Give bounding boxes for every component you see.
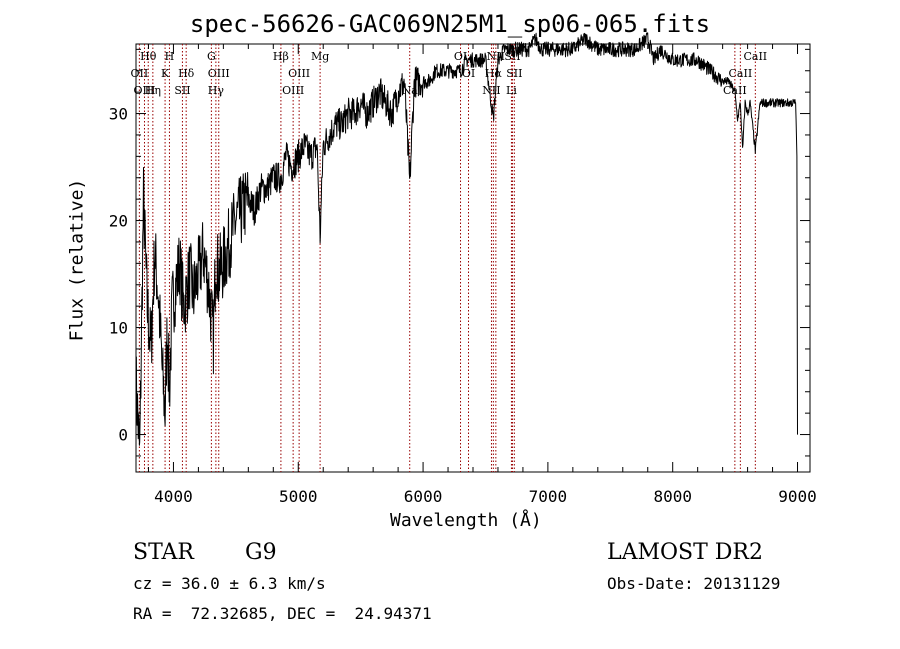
x-tick-label: 8000 — [653, 487, 692, 506]
line-marker-label: CaII — [729, 67, 753, 80]
y-tick-label: 0 — [118, 426, 128, 445]
line-marker-label: Hθ — [140, 50, 157, 63]
line-marker-label: OIII — [282, 84, 304, 97]
line-marker-label: Hη — [145, 84, 161, 97]
line-marker-label: OIII — [133, 84, 155, 97]
y-axis: 0 10 20 30 — [109, 48, 810, 457]
plot-frame — [135, 43, 811, 473]
line-marker-label: OIII — [208, 67, 230, 80]
x-tick-label: 6000 — [404, 487, 443, 506]
x-tick-label: 4000 — [154, 487, 193, 506]
line-marker-label: H — [165, 50, 175, 63]
x-tick-label: 7000 — [529, 487, 568, 506]
spectrum-line — [135, 32, 798, 446]
chart-title: spec-56626-GAC069N25M1_sp06-065.fits — [189, 10, 711, 38]
line-marker-label: SII — [174, 84, 190, 97]
line-marker-label: K — [161, 67, 170, 80]
obs-date-label: Obs-Date: 20131129 — [607, 574, 781, 593]
x-axis: 4000 5000 6000 7000 8000 9000 — [147, 44, 817, 506]
survey-label: LAMOST DR2 — [607, 540, 763, 565]
line-marker-label: OII — [131, 67, 149, 80]
y-tick-label: 20 — [109, 212, 128, 231]
line-marker-label: Li — [506, 84, 517, 97]
y-tick-label: 30 — [109, 105, 128, 124]
line-marker-label: Hγ — [208, 84, 225, 97]
y-axis-label: Flux (relative) — [66, 178, 88, 342]
x-axis-label: Wavelength (Å) — [390, 510, 542, 531]
line-marker-label: Mg — [311, 50, 329, 63]
line-marker-label: G — [207, 50, 216, 63]
line-marker-label: OI — [462, 67, 475, 80]
object-class-label: STAR — [133, 540, 194, 565]
subclass-label: G9 — [245, 540, 277, 565]
line-marker-label: Hδ — [178, 67, 195, 80]
line-marker-label: OIII — [288, 67, 310, 80]
x-tick-label: 5000 — [279, 487, 318, 506]
y-tick-label: 10 — [109, 319, 128, 338]
line-marker-label: SII — [506, 67, 522, 80]
redshift-label: cz = 36.0 ± 6.3 km/s — [133, 574, 326, 593]
line-marker-label: NII — [482, 84, 500, 97]
x-tick-label: 9000 — [778, 487, 817, 506]
line-marker-label: CaII — [743, 50, 767, 63]
radec-label: RA = 72.32685, DEC = 24.94371 — [133, 604, 432, 623]
line-marker-label: Hβ — [273, 50, 289, 63]
